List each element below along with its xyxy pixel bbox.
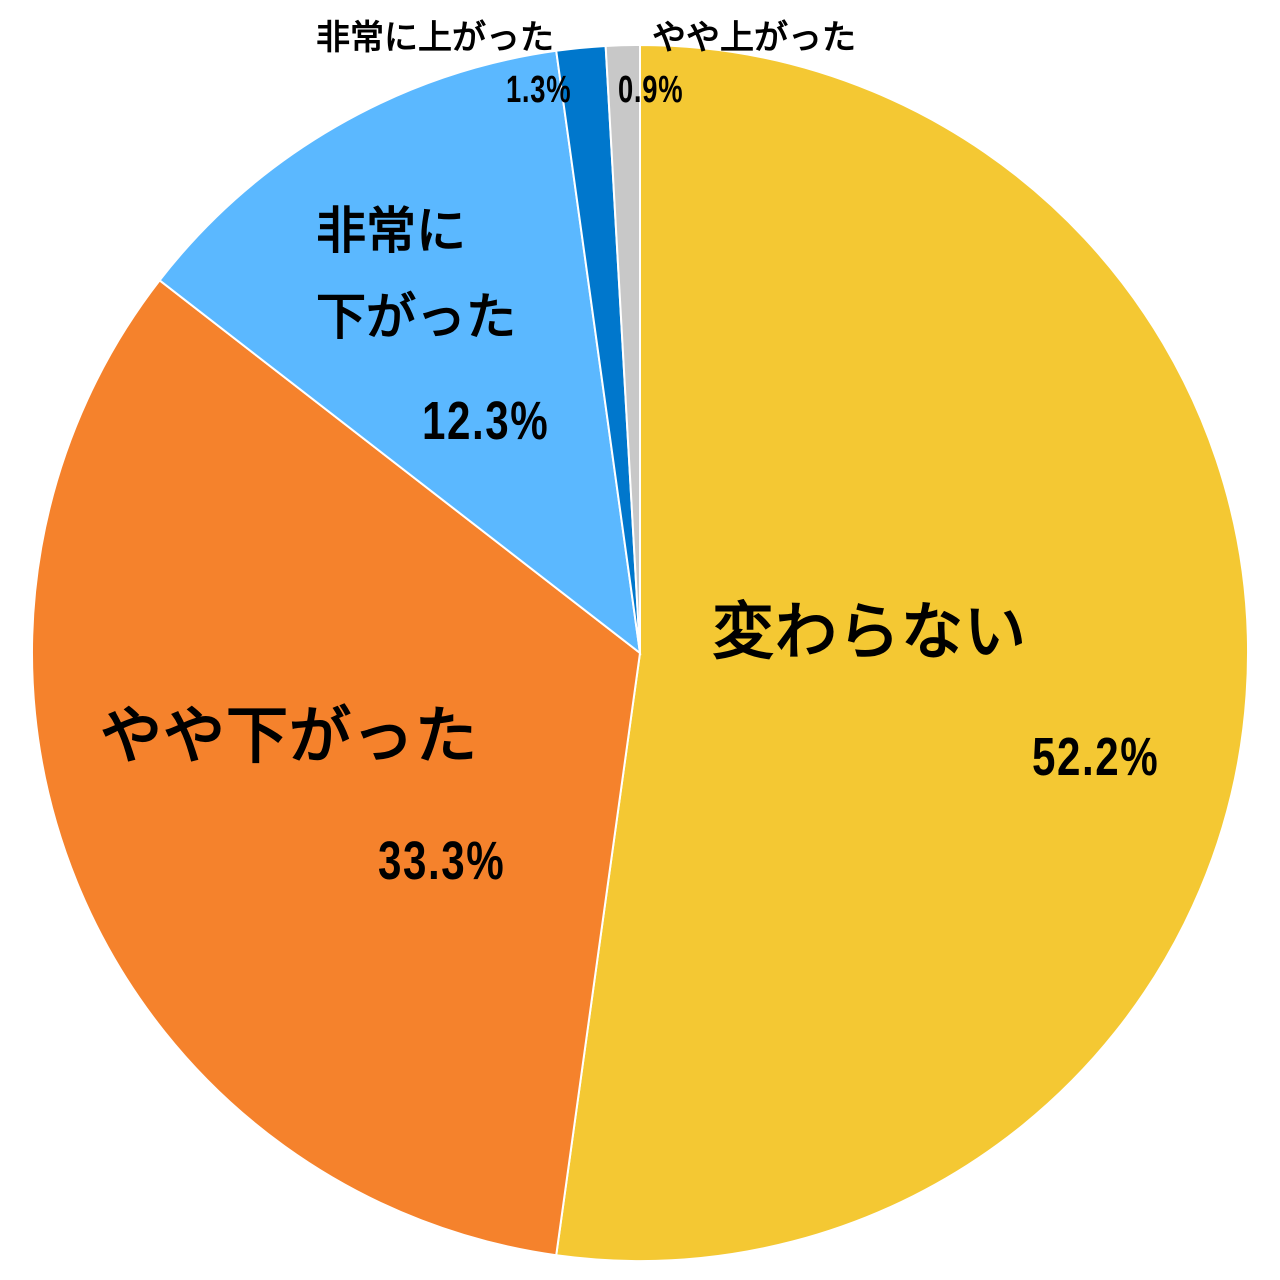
label-slightly-up: やや上がった bbox=[652, 18, 856, 58]
value-unchanged: 52.2% bbox=[1032, 727, 1160, 787]
label-greatly-up: 非常に上がった bbox=[316, 18, 554, 58]
value-greatly-up: 1.3% bbox=[506, 69, 572, 111]
value-greatly-down: 12.3% bbox=[422, 391, 550, 451]
label-unchanged: 変わらない bbox=[712, 595, 1028, 668]
label-slightly-down: やや下がった bbox=[100, 699, 479, 772]
slice-greatly-down bbox=[158, 49, 642, 656]
label-greatly-down-line2: 下がった bbox=[316, 288, 516, 346]
slice-slightly-up bbox=[604, 43, 641, 654]
slice-slightly-down bbox=[31, 278, 642, 1257]
value-slightly-up: 0.9% bbox=[618, 69, 684, 111]
label-greatly-down-line1: 非常に bbox=[316, 202, 466, 260]
value-slightly-down: 33.3% bbox=[378, 831, 506, 891]
slice-unchanged bbox=[555, 43, 1249, 1262]
